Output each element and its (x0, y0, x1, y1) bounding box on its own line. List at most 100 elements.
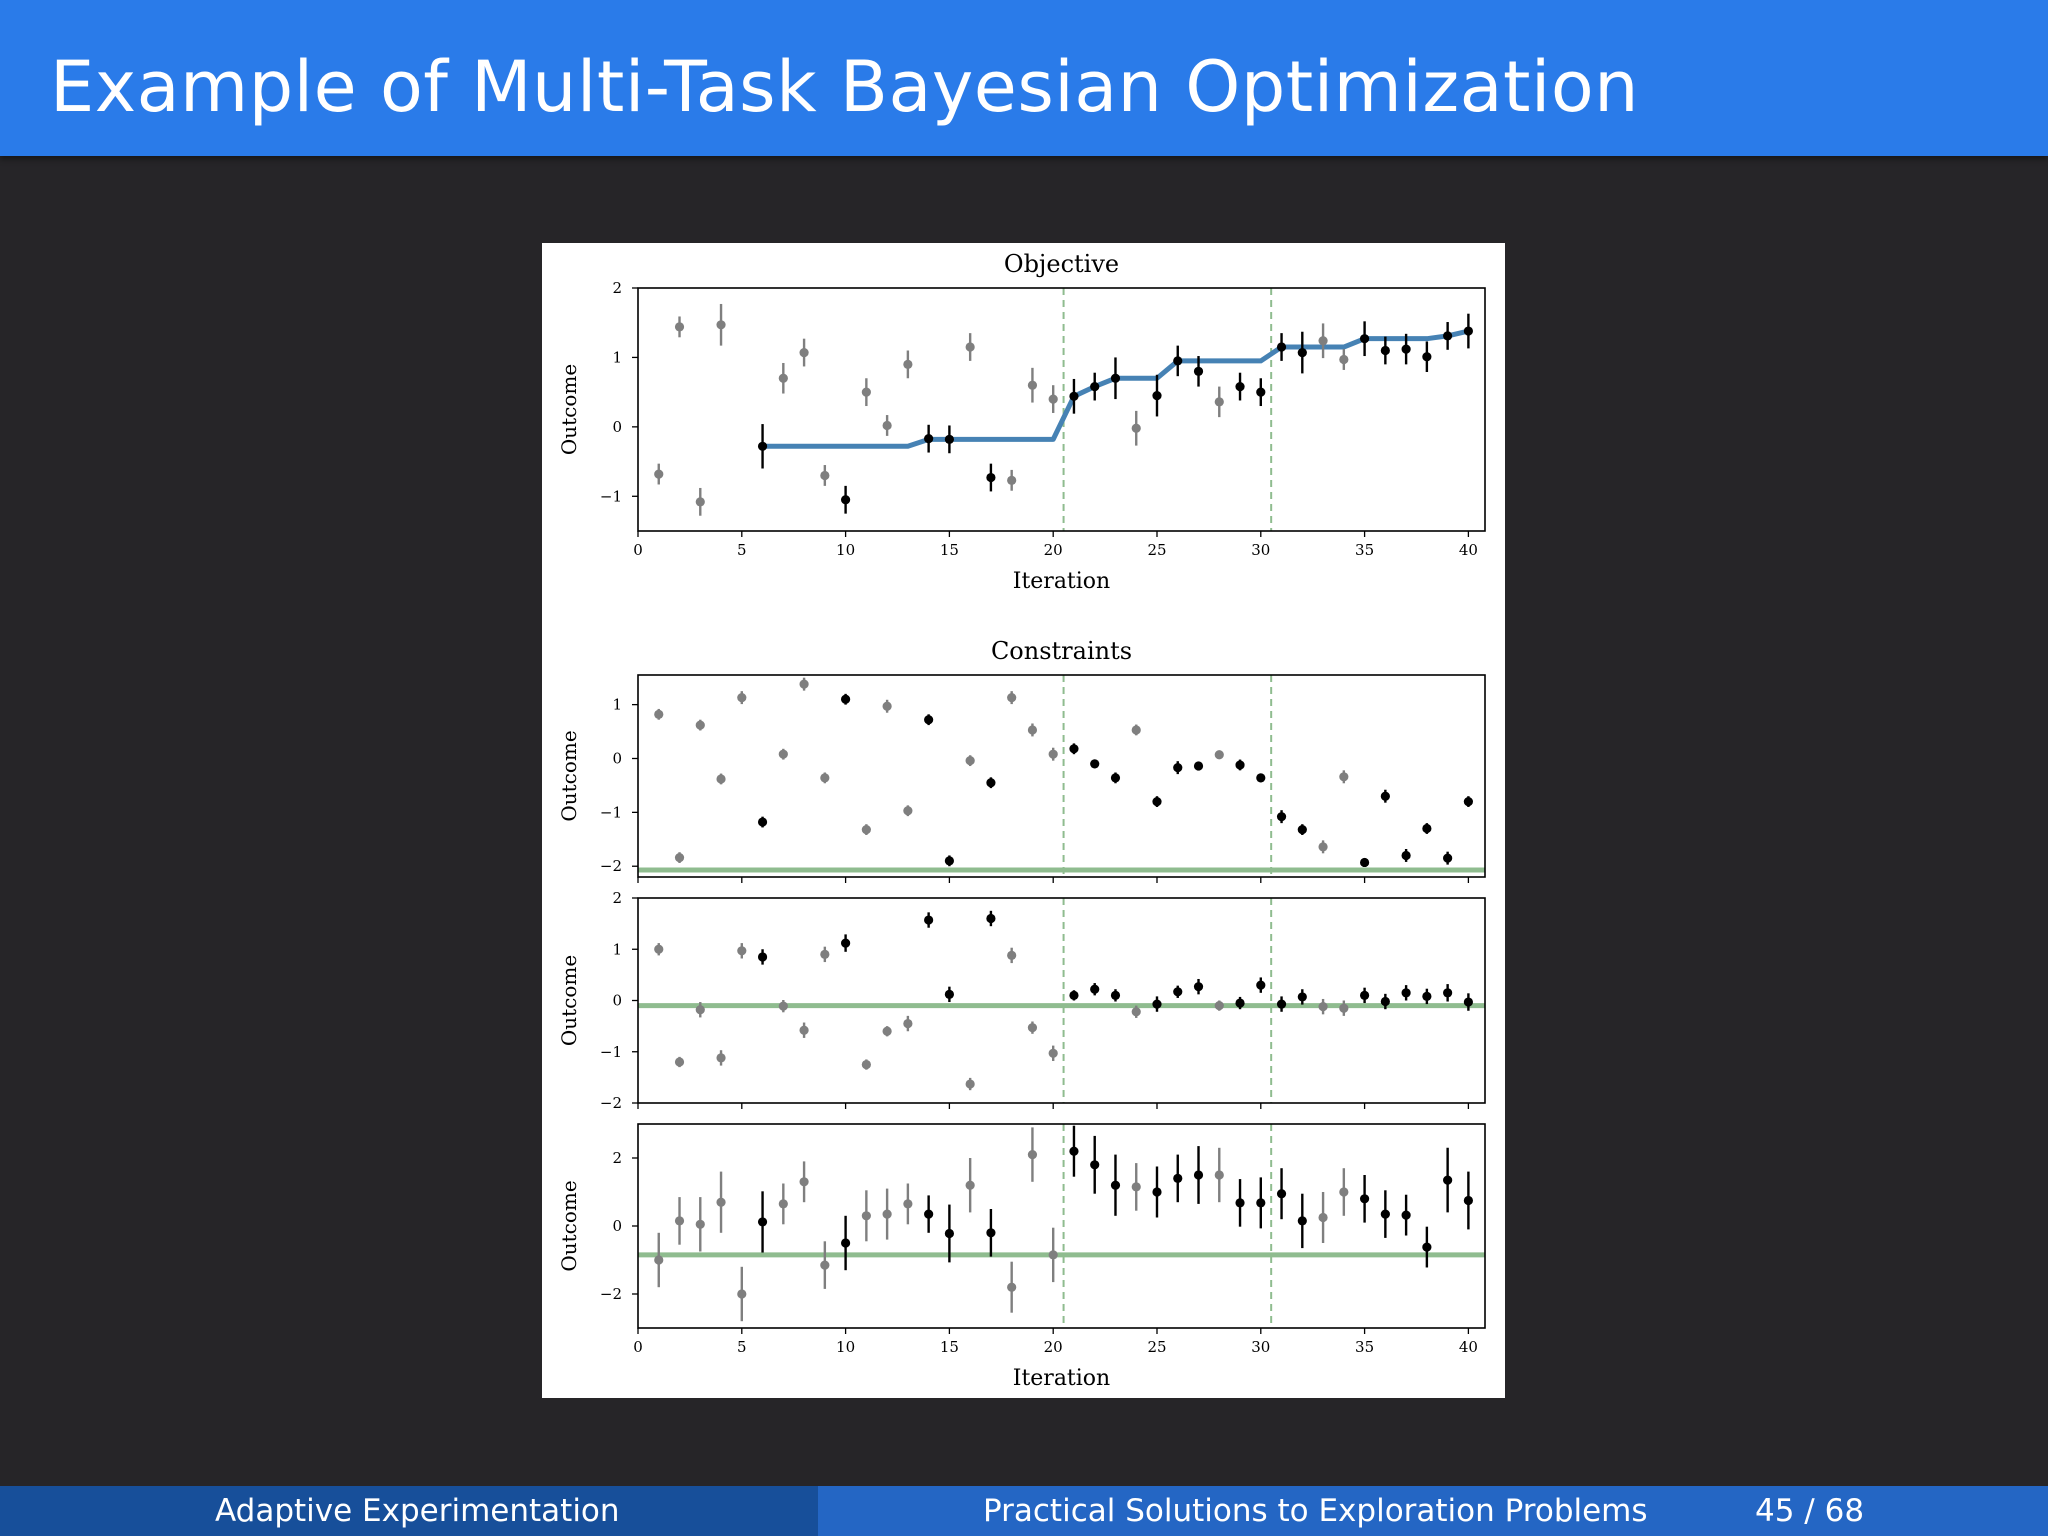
gray-data-point (778, 373, 788, 383)
gray-data-point (1131, 423, 1141, 433)
gray-data-point (654, 469, 664, 479)
footer-section-title: Practical Solutions to Exploration Probl… (983, 1493, 1648, 1529)
x-tick-label: 35 (1355, 1338, 1374, 1356)
gray-data-point (965, 1079, 975, 1089)
results-figure: 0 5 10 15 20 25 30 35 40−1012OutcomeObjectiveIte… (557, 250, 1486, 1391)
gray-data-point (965, 756, 975, 766)
gray-data-point (778, 749, 788, 759)
black-data-point (1443, 331, 1453, 341)
gray-data-point (716, 320, 726, 330)
gray-data-point (882, 701, 892, 711)
black-data-point (1090, 759, 1100, 769)
x-tick-label: 20 (1044, 541, 1063, 559)
y-tick-label: 1 (612, 940, 622, 958)
gray-data-point (882, 1209, 892, 1219)
gray-data-point (820, 949, 830, 959)
black-data-point (1297, 347, 1307, 358)
black-data-point (1069, 990, 1079, 1000)
y-axis-label: Outcome (557, 730, 581, 821)
black-data-point (840, 694, 851, 704)
axes-frame (637, 1123, 1486, 1329)
black-data-point (1173, 987, 1183, 997)
gray-data-point (903, 1018, 913, 1029)
gray-data-point (799, 1025, 809, 1035)
black-data-point (1463, 1195, 1473, 1206)
gray-data-point (778, 1001, 788, 1011)
gray-data-point (1318, 336, 1328, 346)
y-tick-label: 0 (612, 749, 622, 767)
x-tick-label: 5 (737, 541, 747, 559)
black-data-point (1443, 1175, 1453, 1185)
y-tick-label: 0 (612, 1217, 622, 1235)
black-data-point (1173, 763, 1183, 773)
y-tick-label: 1 (612, 348, 622, 366)
gray-data-point (1048, 394, 1058, 404)
black-data-point (1090, 984, 1100, 994)
black-data-point (1256, 1198, 1266, 1208)
plot-area (654, 288, 1473, 531)
slide-title: Example of Multi-Task Bayesian Optimizat… (50, 46, 1640, 128)
y-tick-label: 2 (612, 279, 622, 297)
black-data-point (944, 989, 954, 999)
gray-data-point (1131, 725, 1141, 735)
black-data-point (757, 441, 768, 451)
footer-right-section: Practical Solutions to Exploration Probl… (818, 1486, 2048, 1536)
black-data-point (1380, 1209, 1390, 1219)
y-axis-label: Outcome (557, 1180, 581, 1271)
gray-data-point (1027, 725, 1038, 735)
gray-data-point (1048, 749, 1058, 759)
gray-data-point (716, 774, 726, 784)
black-data-point (1422, 991, 1432, 1002)
black-data-point (1173, 1173, 1183, 1183)
gray-data-point (1131, 1182, 1141, 1192)
gray-data-point (1048, 1250, 1058, 1260)
black-data-point (1110, 1180, 1121, 1190)
gray-data-point (778, 1199, 788, 1209)
black-data-point (1276, 812, 1287, 822)
gray-data-point (965, 342, 975, 352)
black-data-point (1090, 1160, 1100, 1170)
black-data-point (1359, 990, 1370, 1000)
black-data-point (1359, 857, 1370, 868)
footer-talk-title: Adaptive Experimentation (215, 1493, 620, 1529)
y-tick-label: −1 (600, 803, 622, 821)
y-tick-label: 2 (612, 1149, 622, 1167)
black-data-point (1276, 1189, 1287, 1199)
black-data-point (1422, 1242, 1432, 1252)
x-tick-label: 25 (1147, 541, 1166, 559)
black-data-point (1193, 761, 1204, 771)
gray-data-point (903, 806, 913, 816)
gray-data-point (716, 1053, 726, 1063)
black-data-point (1069, 744, 1079, 754)
gray-data-point (1339, 772, 1349, 782)
black-data-point (924, 1209, 934, 1219)
y-tick-label: −2 (600, 857, 622, 875)
x-tick-label: 15 (940, 1338, 959, 1356)
x-tick-label: 35 (1355, 541, 1374, 559)
gray-data-point (1007, 1282, 1017, 1292)
gray-data-point (1339, 1187, 1349, 1197)
x-tick-label: 30 (1251, 1338, 1270, 1356)
gray-data-point (799, 679, 809, 689)
slide-header: Example of Multi-Task Bayesian Optimizat… (0, 0, 2048, 156)
y-axis-label: Outcome (557, 955, 581, 1046)
gray-data-point (1339, 354, 1349, 365)
gray-data-point (654, 1255, 664, 1265)
black-data-point (1422, 823, 1432, 834)
black-data-point (1090, 381, 1100, 392)
gray-data-point (799, 347, 809, 358)
gray-data-point (674, 853, 685, 863)
gray-data-point (654, 709, 664, 719)
chart-title: Constraints (991, 637, 1132, 665)
axes-frame (637, 897, 1486, 1104)
y-tick-label: −1 (600, 487, 622, 505)
gray-data-point (674, 1057, 685, 1067)
black-data-point (924, 915, 934, 925)
y-tick-label: −1 (600, 1043, 622, 1061)
x-tick-label: 0 (633, 1338, 643, 1356)
black-data-point (1152, 1187, 1162, 1197)
y-tick-label: −2 (600, 1094, 622, 1112)
gray-data-point (695, 497, 705, 507)
black-data-point (1173, 356, 1183, 366)
black-data-point (944, 856, 954, 866)
